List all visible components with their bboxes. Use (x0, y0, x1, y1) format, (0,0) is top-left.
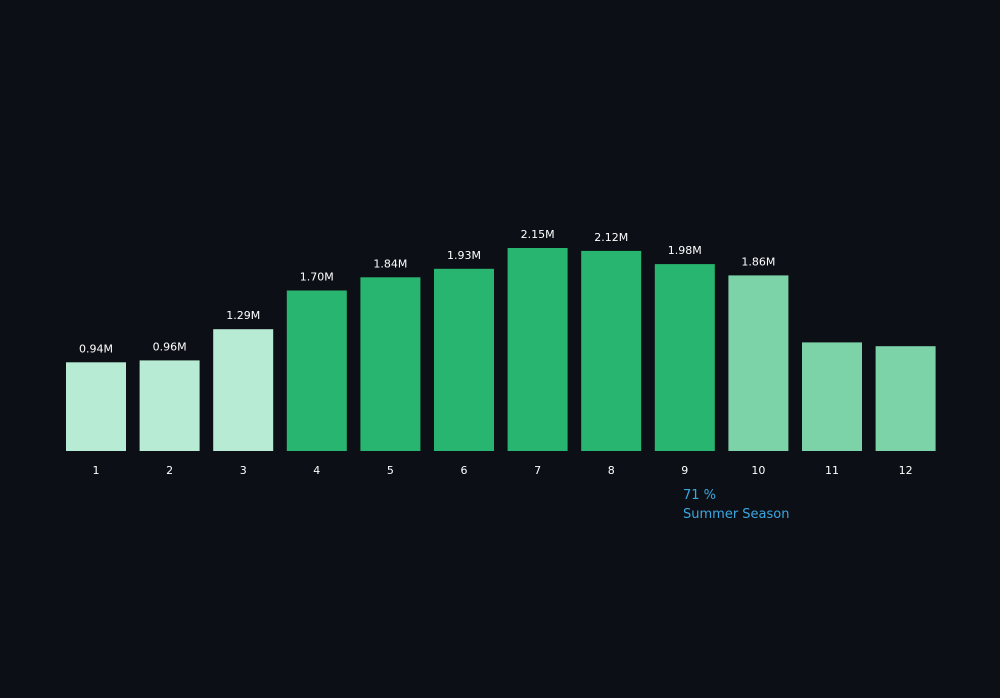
x-tick-8: 8 (608, 464, 615, 477)
data-label-6: 1.93M (447, 249, 481, 262)
summer-season-annotation: 71 % Summer Season (683, 486, 789, 524)
bar-8 (581, 250, 642, 451)
x-tick-10: 10 (751, 464, 765, 477)
data-label-3: 1.29M (226, 309, 260, 322)
x-tick-2: 2 (166, 464, 173, 477)
annotation-percent: 71 % (683, 488, 717, 503)
bar-2 (139, 360, 200, 451)
data-label-4: 1.70M (300, 271, 334, 284)
x-tick-5: 5 (387, 464, 394, 477)
bar-5 (360, 277, 421, 451)
data-label-7: 2.15M (521, 228, 555, 241)
data-label-9: 1.98M (668, 244, 702, 257)
data-label-2: 0.96M (153, 340, 187, 353)
x-tick-4: 4 (313, 464, 320, 477)
bar-11 (802, 342, 862, 451)
data-label-8: 2.12M (594, 231, 628, 244)
bar-1 (66, 362, 126, 451)
bar-9 (654, 264, 715, 451)
annotation-label: Summer Season (683, 507, 790, 522)
x-tick-11: 11 (825, 464, 839, 477)
data-label-10: 1.86M (741, 255, 775, 268)
x-tick-3: 3 (240, 464, 247, 477)
bar-3 (213, 329, 274, 451)
x-tick-12: 12 (899, 464, 913, 477)
x-tick-1: 1 (93, 464, 100, 477)
x-tick-6: 6 (461, 464, 468, 477)
bar-6 (434, 268, 494, 451)
bar-4 (286, 290, 347, 451)
x-tick-9: 9 (681, 464, 688, 477)
bar-12 (875, 346, 936, 451)
data-label-1: 0.94M (79, 342, 113, 355)
x-tick-7: 7 (534, 464, 541, 477)
bar-10 (728, 275, 789, 451)
bar-7 (507, 248, 568, 451)
data-label-5: 1.84M (373, 257, 407, 270)
